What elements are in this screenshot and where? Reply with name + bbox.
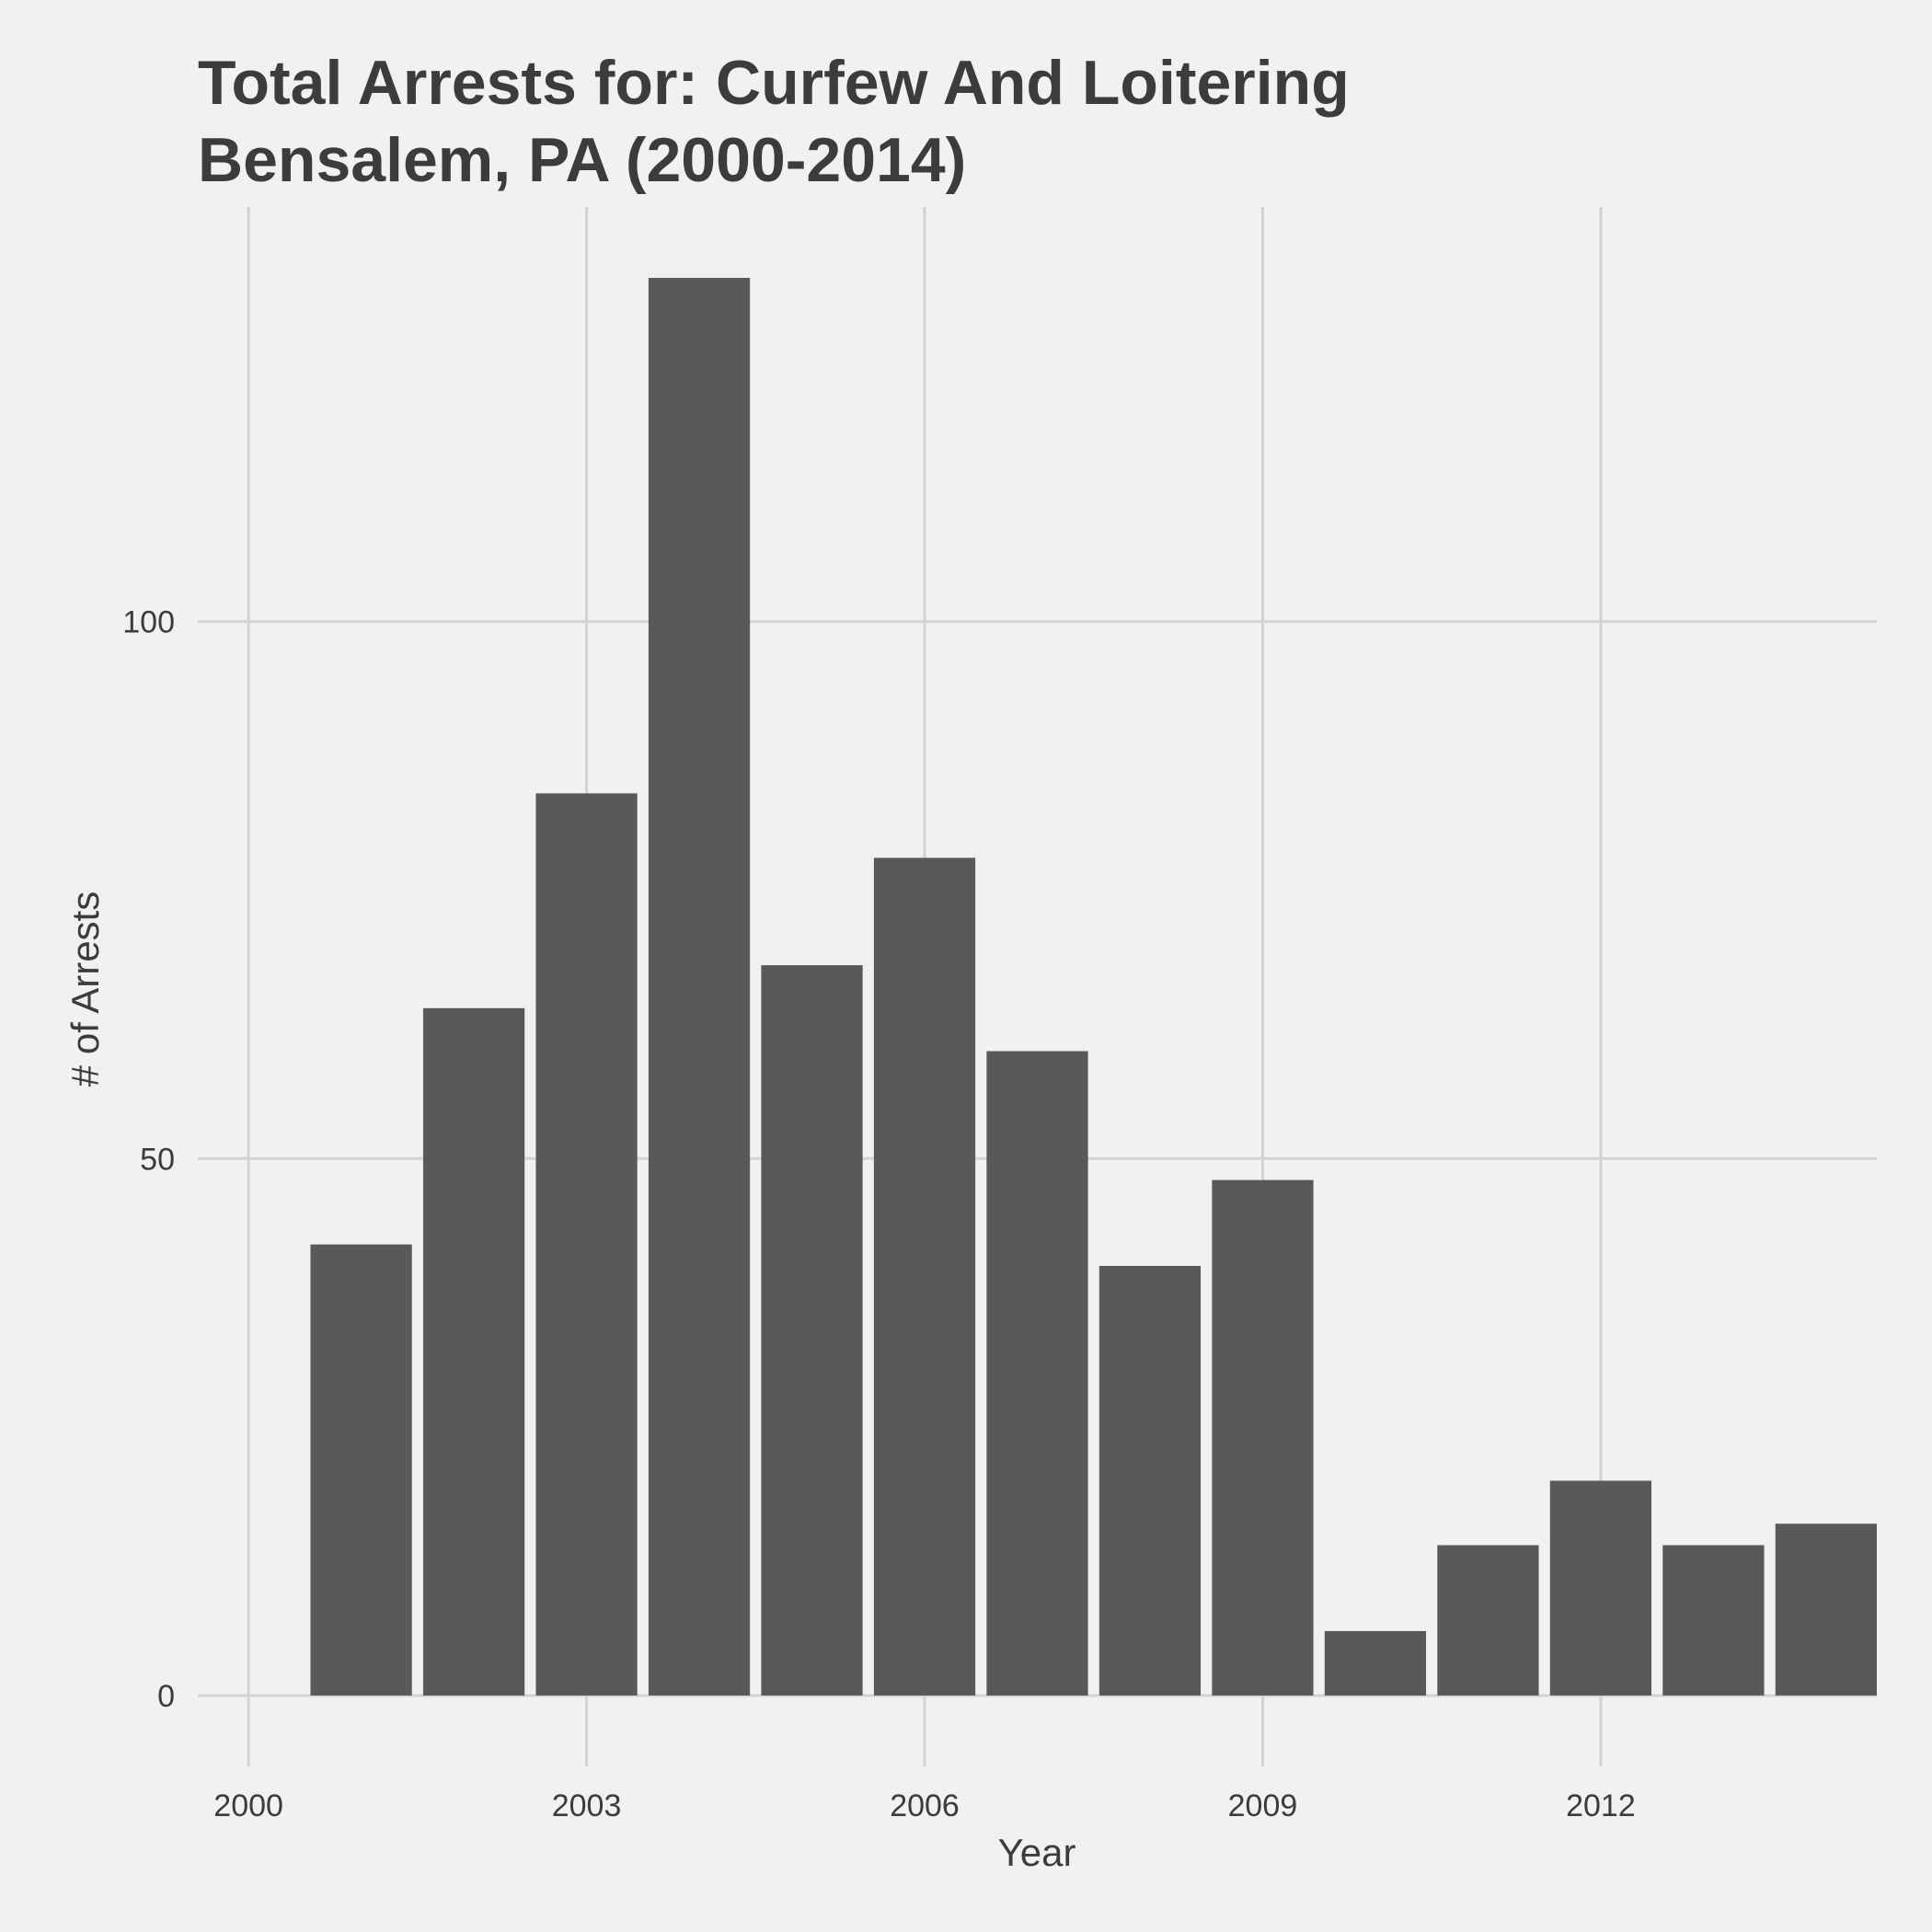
x-tick-label-2000: 2000 [213,1788,283,1823]
bar-2010 [1324,1630,1427,1696]
x-tick-label-2003: 2003 [552,1788,622,1823]
bar-2008 [1098,1266,1202,1696]
x-axis-label: Year [998,1831,1076,1874]
y-tick-label-50: 50 [140,1142,175,1177]
chart-title: Total Arrests for: Curfew And Loitering [198,48,1350,118]
bar-2014 [1775,1524,1877,1696]
bar-2009 [1212,1179,1314,1696]
bar-2012 [1549,1480,1652,1696]
bar-2007 [986,1051,1088,1696]
x-tick-label-2009: 2009 [1228,1788,1298,1823]
bar-2004 [648,278,751,1696]
x-tick-label-2012: 2012 [1566,1788,1636,1823]
bars [310,278,1877,1696]
bar-2001 [310,1244,412,1696]
x-tick-labels: 2000 2003 2006 2009 2012 [213,1788,1635,1823]
bar-2011 [1437,1545,1539,1696]
y-tick-labels: 0 50 100 [122,605,175,1714]
chart-subtitle: Bensalem, PA (2000-2014) [198,125,966,195]
bar-2003 [535,793,638,1696]
bar-2006 [873,857,976,1696]
bar-2002 [422,1007,525,1696]
y-axis-label: # of Arrests [63,891,107,1087]
y-tick-label-100: 100 [122,605,175,640]
bar-2005 [761,965,863,1696]
x-tick-label-2006: 2006 [890,1788,960,1823]
y-tick-label-0: 0 [157,1679,175,1714]
bar-2013 [1662,1545,1765,1696]
